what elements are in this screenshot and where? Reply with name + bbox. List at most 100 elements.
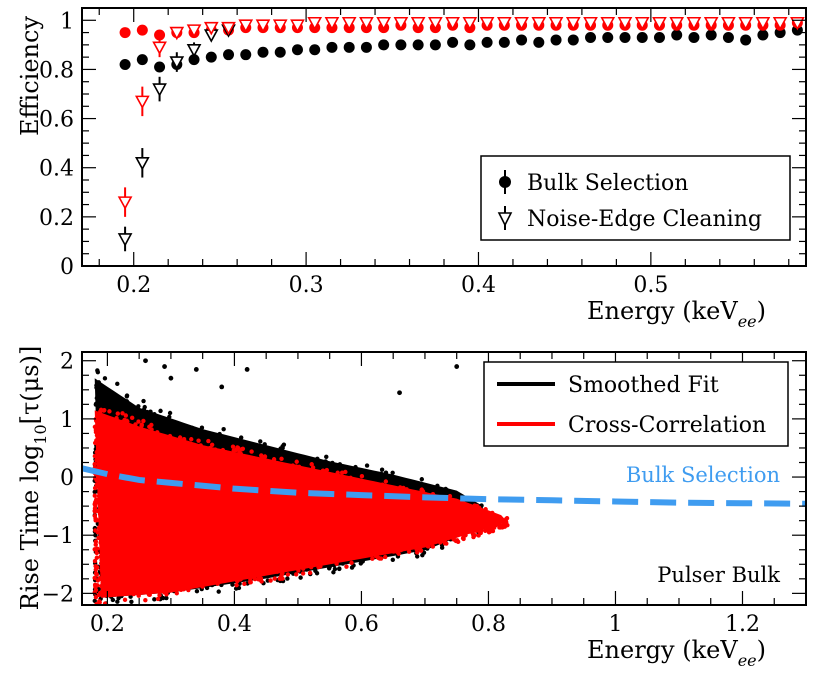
scatter-point — [121, 527, 126, 532]
scatter-point — [135, 436, 140, 441]
scatter-point — [153, 474, 159, 479]
scatter-point — [136, 460, 142, 466]
scatter-point — [201, 439, 206, 444]
scatter-point — [231, 438, 236, 443]
scatter-point — [105, 463, 110, 468]
scatter-point — [278, 446, 283, 451]
scatter-point — [152, 412, 157, 417]
bottom-plot-frame — [81, 351, 807, 606]
scatter-point — [113, 481, 118, 486]
top-y-ticks: 0 0.2 0.4 0.6 0.8 1 — [39, 9, 806, 280]
scatter-point — [94, 457, 99, 463]
scatter-point — [136, 431, 141, 436]
scatter-point — [165, 581, 171, 586]
scatter-point — [389, 514, 394, 519]
scatter-point — [401, 537, 406, 542]
scatter-point — [130, 446, 136, 451]
scatter-outlier — [162, 364, 167, 369]
scatter-point — [94, 572, 99, 577]
scatter-point — [114, 442, 119, 448]
scatter-point — [192, 491, 197, 496]
data-point — [309, 44, 321, 56]
scatter-point — [276, 505, 281, 511]
scatter-point — [190, 442, 195, 448]
data-point — [341, 16, 357, 31]
scatter-point — [108, 422, 113, 428]
scatter-point — [305, 502, 310, 507]
scatter-point — [204, 477, 210, 483]
scatter-point — [449, 502, 455, 508]
scatter-point — [203, 552, 208, 557]
scatter-point — [286, 471, 291, 476]
scatter-point — [129, 415, 135, 421]
scatter-point — [146, 440, 152, 445]
scatter-point — [103, 431, 108, 437]
scatter-point — [105, 436, 110, 441]
scatter-point — [254, 479, 259, 485]
scatter-point — [200, 474, 205, 479]
scatter-point — [200, 584, 205, 589]
scatter-point — [202, 512, 207, 518]
scatter-point — [252, 548, 258, 554]
scatter-point — [181, 437, 187, 442]
scatter-point — [106, 554, 112, 559]
scatter-point — [263, 500, 269, 505]
scatter-point — [126, 449, 131, 455]
bottom-legend: Smoothed Fit Cross-Correlation — [483, 361, 789, 447]
scatter-point — [93, 539, 99, 544]
scatter-point — [368, 508, 373, 513]
scatter-point — [189, 527, 194, 532]
scatter-point — [170, 514, 175, 519]
scatter-point — [389, 509, 395, 515]
scatter-point — [231, 448, 236, 453]
scatter-point — [240, 498, 245, 504]
scatter-point — [340, 561, 345, 566]
scatter-point — [308, 564, 314, 570]
scatter-point — [240, 446, 246, 452]
x-tick-label: 1.2 — [725, 612, 760, 637]
data-point — [393, 16, 409, 31]
top-legend: Bulk Selection Noise-Edge Cleaning — [480, 155, 791, 241]
scatter-point — [181, 516, 186, 521]
scatter-point — [94, 418, 99, 424]
scatter-point — [274, 468, 279, 474]
scatter-point — [201, 573, 206, 578]
scatter-point — [336, 529, 341, 534]
scatter-point — [279, 456, 284, 461]
scatter-point — [379, 495, 385, 500]
scatter-point — [491, 518, 497, 523]
scatter-point — [129, 469, 134, 474]
scatter-point — [231, 533, 236, 538]
y-tick-label: 1 — [60, 9, 74, 34]
scatter-point — [430, 517, 436, 523]
top-legend-box — [480, 155, 791, 241]
data-point — [585, 31, 597, 43]
scatter-point — [132, 460, 137, 466]
scatter-point — [396, 530, 401, 535]
scatter-point — [340, 482, 346, 487]
bulk-selection-cut-line — [82, 465, 806, 507]
scatter-point — [158, 408, 163, 414]
scatter-point — [191, 514, 196, 520]
scatter-point — [234, 536, 239, 541]
scatter-point — [205, 565, 210, 570]
scatter-point — [329, 483, 334, 488]
scatter-point — [322, 547, 327, 552]
scatter-point — [221, 426, 226, 432]
data-point — [686, 16, 702, 31]
scatter-point — [127, 570, 132, 576]
scatter-point — [96, 413, 101, 419]
scatter-point — [324, 454, 329, 460]
scatter-point — [115, 486, 120, 492]
scatter-point — [255, 511, 261, 516]
scatter-point — [129, 509, 135, 515]
legend-cross-correlation: Cross-Correlation — [568, 413, 766, 438]
scatter-point — [357, 544, 362, 549]
scatter-point — [349, 560, 354, 565]
scatter-point — [213, 447, 218, 452]
scatter-point — [387, 501, 393, 506]
scatter-point — [94, 477, 99, 483]
scatter-point — [93, 401, 99, 407]
scatter-point — [251, 555, 256, 561]
scatter-point — [228, 482, 233, 487]
